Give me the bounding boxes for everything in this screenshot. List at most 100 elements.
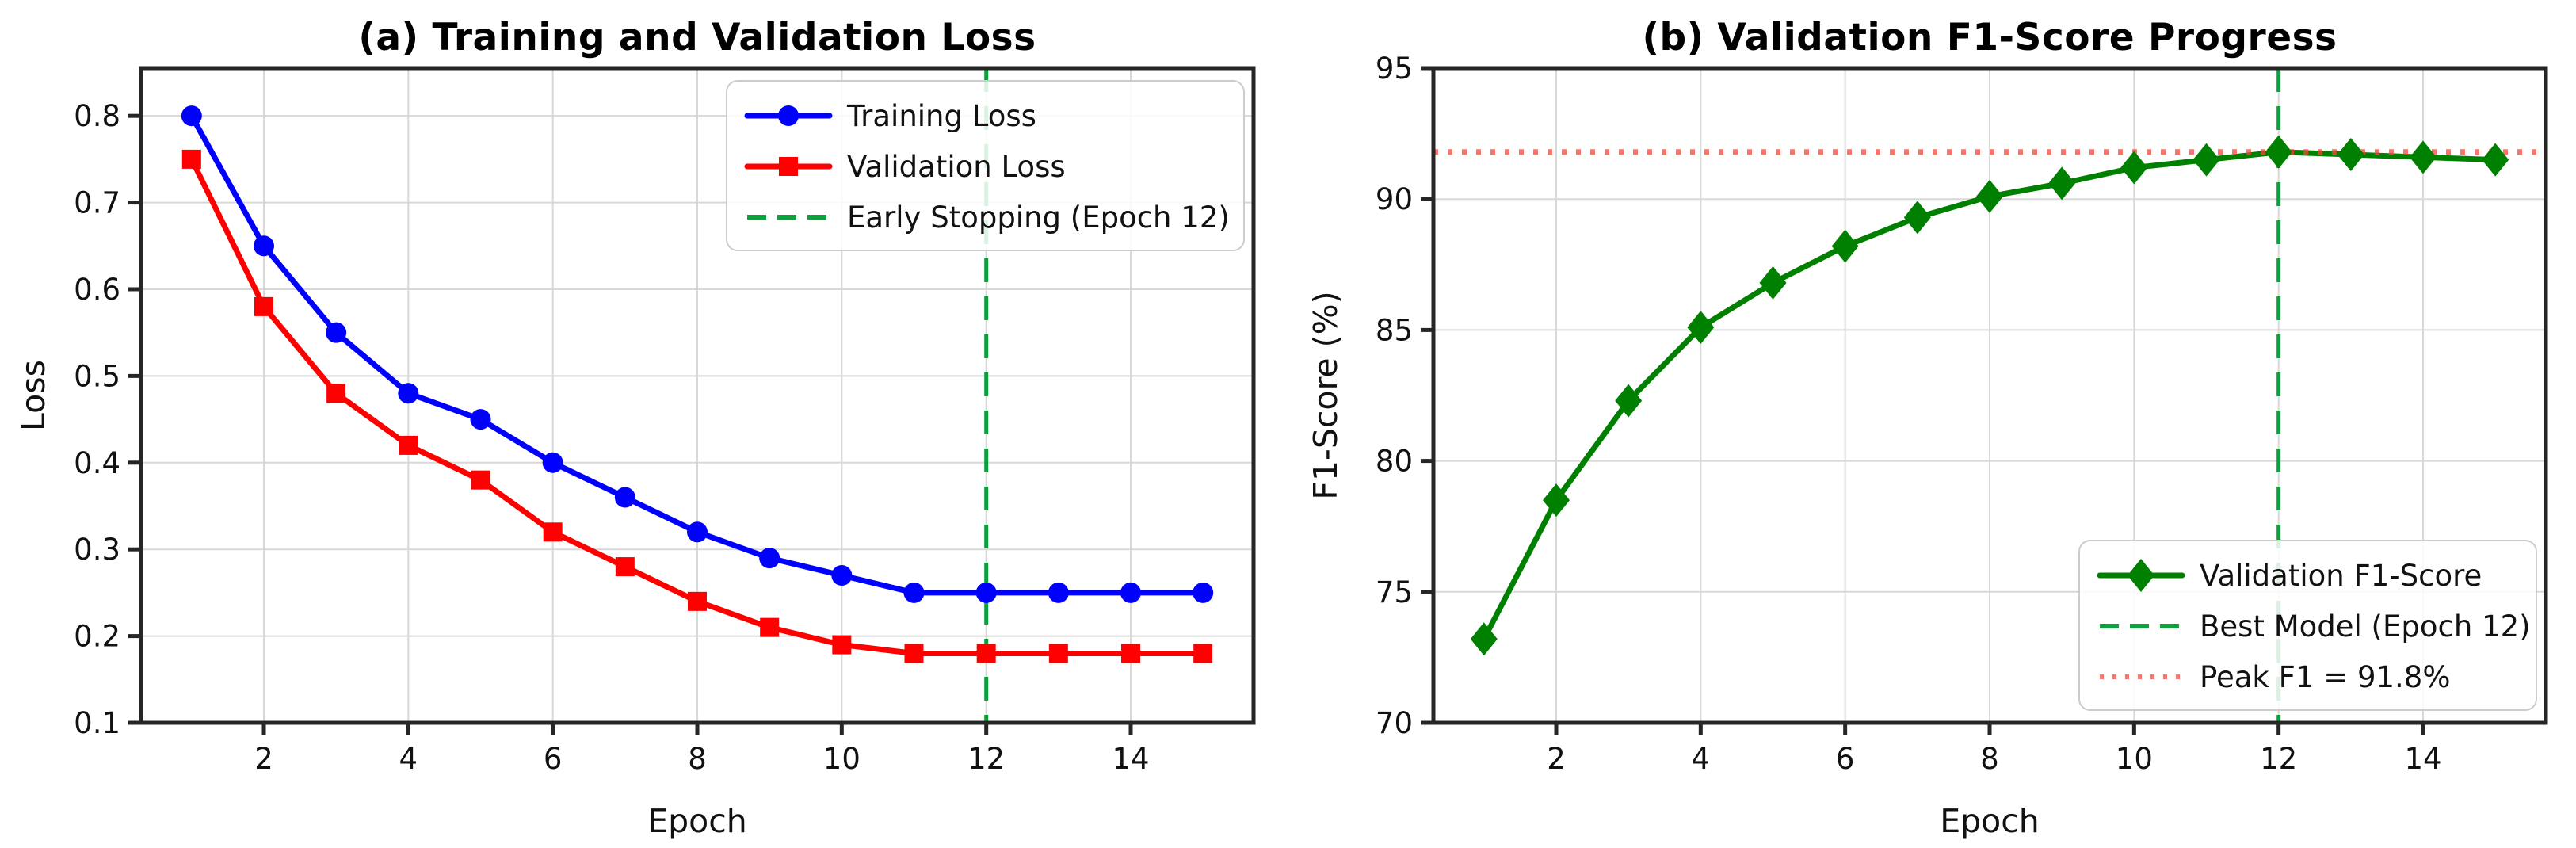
legend-label: Training Loss (846, 99, 1036, 133)
square-marker (832, 635, 852, 655)
circle-marker (759, 548, 780, 569)
y-tick-label: 80 (1376, 445, 1413, 479)
series-markers-1 (181, 149, 1213, 663)
x-tick-label: 6 (1836, 742, 1855, 776)
y-tick-label: 75 (1376, 575, 1413, 609)
circle-marker (687, 521, 708, 543)
x-tick-label: 10 (2116, 742, 2153, 776)
circle-marker (470, 409, 491, 430)
diamond-marker (1615, 384, 1643, 418)
chart-title-b: (b) Validation F1-Score Progress (1642, 16, 2337, 59)
y-tick-label: 0.8 (74, 99, 120, 133)
legend-sample-marker (779, 157, 798, 176)
diamond-marker (2337, 138, 2364, 172)
legend-box (726, 80, 1245, 251)
x-tick-label: 12 (2260, 742, 2297, 776)
series-markers-0 (1470, 135, 2509, 656)
diamond-marker (2192, 143, 2220, 177)
square-marker (326, 384, 346, 403)
y-tick-label: 0.6 (74, 273, 120, 307)
square-marker (688, 591, 707, 611)
square-marker (1048, 644, 1068, 663)
axis-ticks: 2 4 6 8 10 12 14 0.1 0.2 0.3 0.4 0.5 0.6 0.7 0.8 (74, 99, 1149, 776)
legend-sample-marker (778, 105, 799, 126)
diamond-marker (2120, 151, 2148, 185)
circle-marker (542, 452, 563, 473)
legend-box (2078, 540, 2537, 711)
square-marker (471, 470, 490, 490)
x-tick-label: 10 (823, 742, 861, 776)
x-tick-label: 14 (1112, 742, 1149, 776)
circle-marker (975, 582, 997, 603)
y-tick-label: 70 (1376, 706, 1413, 740)
square-marker (1121, 644, 1141, 663)
x-tick-label: 8 (1980, 742, 1999, 776)
square-marker (1193, 644, 1213, 663)
circle-marker (1048, 582, 1069, 603)
legend-label: Validation Loss (847, 150, 1066, 184)
series-markers-0 (181, 105, 1214, 603)
y-tick-label: 90 (1376, 182, 1413, 216)
circle-marker (614, 487, 635, 508)
y-tick-label: 0.3 (74, 533, 120, 567)
square-marker (181, 149, 201, 169)
y-tick-label: 0.5 (74, 359, 120, 393)
panel-f1-score-progress: (b) Validation F1-Score Progress F1-Scor… (1300, 6, 2568, 842)
diamond-marker (1759, 265, 1787, 300)
circle-marker (903, 582, 925, 603)
y-tick-label: 85 (1376, 313, 1413, 347)
legend-label: Best Model (Epoch 12) (2200, 609, 2531, 644)
x-tick-label: 2 (1547, 742, 1566, 776)
axis-ticks: 2 4 6 8 10 12 14 70 75 80 85 90 95 (1376, 52, 2442, 776)
square-marker (399, 435, 418, 455)
diamond-marker (1542, 483, 1570, 518)
y-tick-label: 0.4 (74, 446, 120, 480)
circle-marker (326, 322, 347, 343)
square-marker (904, 644, 924, 663)
square-marker (760, 617, 780, 637)
circle-marker (398, 383, 419, 404)
x-tick-label: 2 (254, 742, 273, 776)
legend: Validation F1-Score Best Model (Epoch 12)… (2078, 540, 2537, 711)
x-tick-label: 4 (1692, 742, 1711, 776)
plot-box (139, 66, 1256, 725)
y-tick-label: 0.2 (74, 620, 120, 654)
x-tick-label: 12 (967, 742, 1005, 776)
diamond-marker (1903, 201, 1931, 235)
x-tick-label: 4 (399, 742, 418, 776)
circle-marker (1193, 582, 1214, 603)
chart-title-a: (a) Training and Validation Loss (358, 16, 1036, 59)
y-tick-label: 95 (1376, 52, 1413, 86)
x-tick-label: 8 (688, 742, 707, 776)
f1-plot-canvas: 2 4 6 8 10 12 14 70 75 80 85 90 95 Validation F1-Scor… (1376, 52, 2548, 776)
diamond-marker (2265, 135, 2292, 169)
diamond-marker (2482, 143, 2509, 177)
circle-marker (1120, 582, 1142, 603)
circle-marker (831, 565, 853, 586)
x-axis-label-epoch-a: Epoch (647, 802, 747, 840)
square-marker (976, 644, 996, 663)
x-axis-label-epoch-b: Epoch (1940, 802, 2040, 840)
plot-box (1431, 66, 2548, 725)
x-tick-label: 14 (2404, 742, 2441, 776)
y-tick-label: 0.7 (74, 186, 120, 220)
square-marker (615, 557, 635, 577)
diamond-marker (1976, 179, 2003, 213)
diamond-marker (2410, 140, 2437, 174)
legend-label: Validation F1-Score (2200, 559, 2482, 593)
diamond-marker (1831, 229, 1859, 263)
diamond-marker (1687, 311, 1715, 345)
circle-marker (253, 235, 274, 257)
diamond-marker (2048, 166, 2076, 201)
legend-label: Early Stopping (Epoch 12) (847, 201, 1230, 235)
diamond-marker (1470, 622, 1498, 656)
legend-label: Peak F1 = 91.8% (2200, 660, 2451, 694)
circle-marker (181, 105, 202, 127)
legend: Training Loss Validation Loss Early Stoppi… (726, 80, 1245, 251)
loss-plot-canvas: 2 4 6 8 10 12 14 0.1 0.2 0.3 0.4 0.5 0.6 0.7 0.8 Traini… (74, 66, 1256, 776)
square-marker (543, 522, 563, 542)
legend-sample-marker (2128, 559, 2154, 592)
square-marker (254, 296, 273, 316)
